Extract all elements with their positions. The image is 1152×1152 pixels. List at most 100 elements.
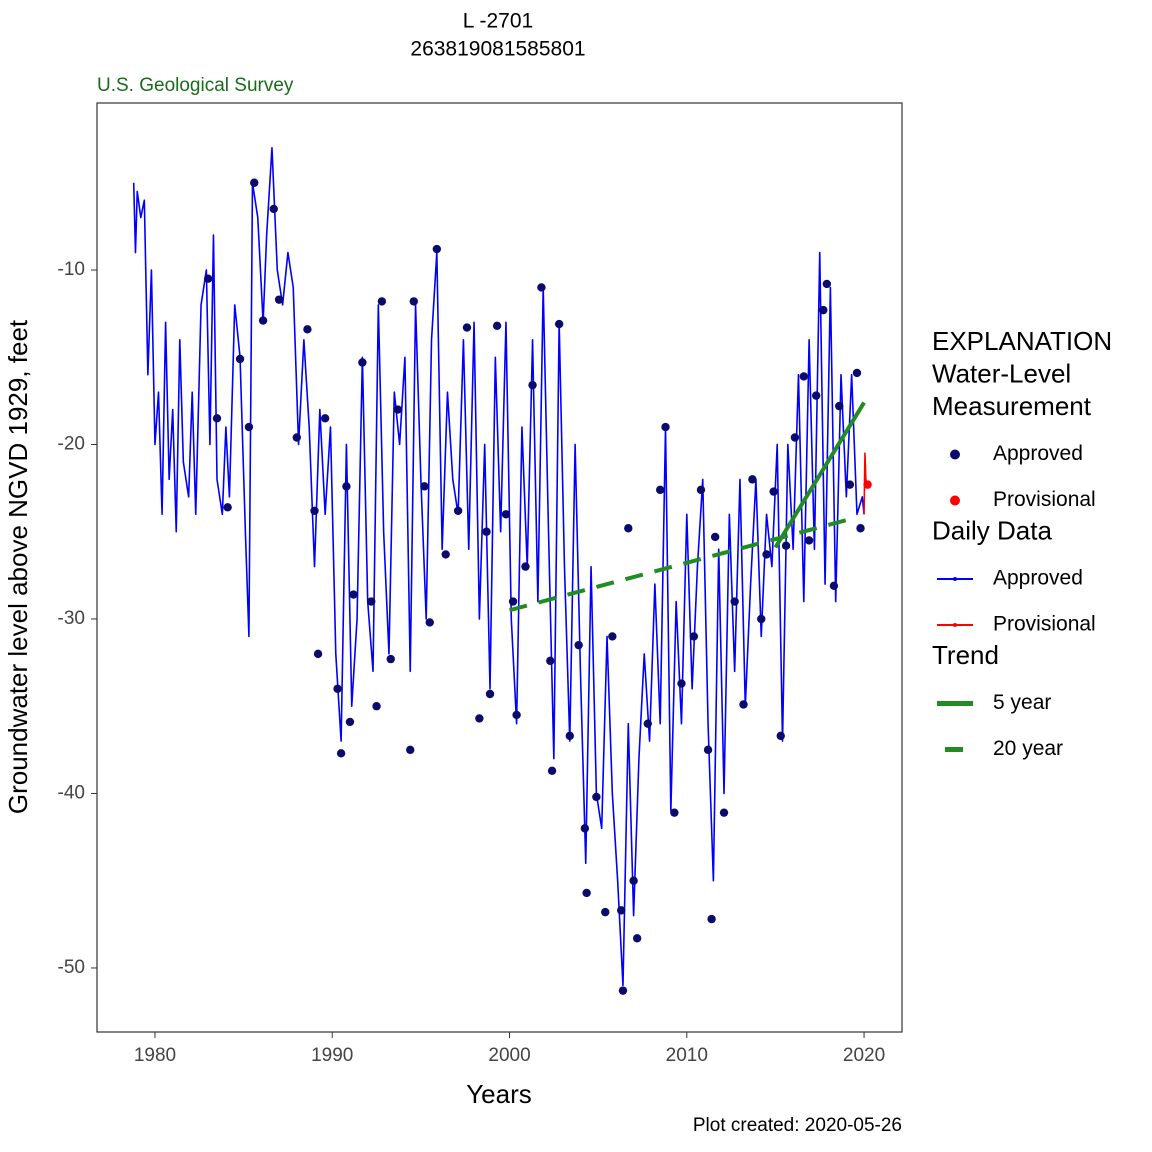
data-point <box>624 524 633 533</box>
data-point <box>223 503 232 512</box>
data-point <box>292 433 301 442</box>
x-tick-label: 2010 <box>666 1045 708 1066</box>
data-point <box>482 527 491 536</box>
data-point <box>781 541 791 550</box>
legend-title: Measurement <box>932 391 1092 421</box>
data-point <box>757 614 766 624</box>
data-point <box>643 719 652 728</box>
data-point <box>703 745 713 755</box>
data-point <box>762 550 771 559</box>
legend-label: 20 year <box>993 737 1063 760</box>
plot-area <box>132 147 872 995</box>
data-point <box>432 244 442 254</box>
y-tick-label: -30 <box>58 608 85 629</box>
data-point <box>677 679 686 688</box>
data-point <box>835 401 844 411</box>
data-point <box>372 702 381 711</box>
plot-frame <box>96 102 903 1033</box>
legend-label: 5 year <box>993 691 1051 714</box>
data-point <box>377 297 387 306</box>
data-point <box>386 654 395 664</box>
data-point <box>554 319 564 329</box>
data-point <box>863 480 872 489</box>
x-tick-label: 2000 <box>488 1045 530 1066</box>
legend-symbol <box>953 577 957 581</box>
data-point <box>441 550 450 559</box>
data-point <box>303 325 312 334</box>
x-tick-label: 1980 <box>134 1045 176 1066</box>
data-point <box>310 506 319 515</box>
y-axis-label: Groundwater level above NGVD 1929, feet <box>3 319 33 814</box>
data-point <box>655 485 665 495</box>
legend-label: Provisional <box>993 613 1096 636</box>
data-point <box>710 532 720 542</box>
data-point <box>492 321 502 331</box>
data-point <box>425 618 434 627</box>
data-point <box>475 714 484 723</box>
legend-symbol <box>953 623 957 627</box>
data-point <box>845 480 855 489</box>
data-point <box>345 717 355 727</box>
legend-label: Approved <box>993 442 1083 465</box>
legend-label: Provisional <box>993 488 1096 511</box>
data-point <box>696 485 706 495</box>
data-point <box>420 482 429 491</box>
footnote: Plot created: 2020-05-26 <box>693 1115 902 1136</box>
data-point <box>670 808 679 817</box>
data-point <box>501 510 511 519</box>
x-tick-label: 1990 <box>311 1045 353 1066</box>
data-point <box>829 581 839 591</box>
data-point <box>320 414 330 423</box>
data-point <box>212 414 222 423</box>
data-point <box>269 204 278 214</box>
data-point <box>582 888 591 898</box>
legend-title: EXPLANATION <box>932 326 1112 356</box>
y-tick-label: -50 <box>58 957 85 978</box>
source-label: U.S. Geological Survey <box>97 75 294 96</box>
data-point <box>528 380 537 390</box>
data-point <box>333 684 342 693</box>
data-point <box>512 710 521 720</box>
legend-title: Water-Level <box>932 358 1071 388</box>
data-point <box>258 316 268 325</box>
data-point <box>580 824 590 833</box>
data-point <box>336 749 346 758</box>
data-point <box>349 590 358 599</box>
y-tick-label: -40 <box>58 782 85 803</box>
data-point <box>508 597 518 606</box>
data-point <box>822 279 832 289</box>
data-point <box>313 649 323 659</box>
data-point <box>719 808 729 817</box>
data-point <box>618 986 628 995</box>
data-point <box>565 731 574 741</box>
data-point <box>856 524 865 533</box>
data-point <box>748 475 757 484</box>
data-point <box>537 283 546 292</box>
data-point <box>485 689 495 699</box>
data-point <box>739 700 748 709</box>
chart-subtitle: 263819081585801 <box>410 38 585 61</box>
y-tick-label: -10 <box>58 259 85 280</box>
data-point <box>769 487 778 496</box>
data-point <box>546 656 555 666</box>
data-point <box>274 295 284 304</box>
data-point <box>819 305 828 315</box>
legend-title: Daily Data <box>932 515 1052 545</box>
series-line <box>132 147 865 987</box>
data-point <box>547 766 557 775</box>
data-point <box>250 178 259 187</box>
x-tick-label: 2020 <box>843 1045 885 1066</box>
series-line <box>773 401 866 549</box>
data-point <box>811 391 821 400</box>
data-point <box>453 506 463 515</box>
data-point <box>592 792 601 802</box>
data-point <box>601 907 610 917</box>
legend-label: Approved <box>993 567 1083 590</box>
data-point <box>203 274 213 283</box>
data-point <box>799 372 808 381</box>
data-point <box>852 368 862 378</box>
data-point <box>707 914 716 924</box>
data-point <box>616 906 626 915</box>
data-point <box>358 358 367 367</box>
